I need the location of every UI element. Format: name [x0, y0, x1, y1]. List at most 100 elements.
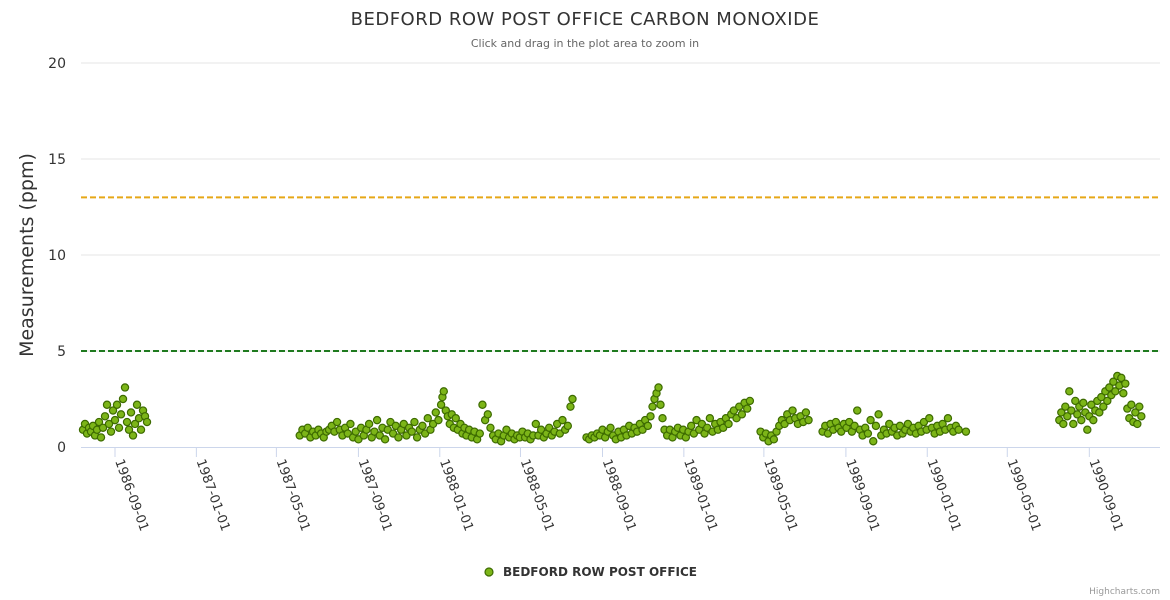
data-point[interactable] — [116, 410, 126, 419]
data-point[interactable] — [142, 417, 152, 427]
data-point[interactable] — [1131, 408, 1140, 417]
data-point[interactable] — [394, 433, 403, 442]
data-point[interactable] — [346, 419, 355, 429]
data-point[interactable] — [658, 414, 667, 423]
data-point[interactable] — [1057, 408, 1066, 417]
data-point[interactable] — [94, 417, 104, 427]
data-point[interactable] — [961, 427, 971, 436]
data-point[interactable] — [925, 414, 934, 423]
data-point[interactable] — [1111, 387, 1120, 396]
data-point[interactable] — [478, 400, 487, 409]
data-point[interactable] — [1073, 410, 1082, 419]
data-point[interactable] — [126, 408, 136, 417]
data-point[interactable] — [1065, 387, 1074, 396]
data-point[interactable] — [132, 400, 142, 409]
legend-label[interactable]: BEDFORD ROW POST OFFICE — [503, 565, 697, 579]
data-point[interactable] — [801, 408, 811, 417]
data-point[interactable] — [724, 419, 733, 429]
data-point[interactable] — [869, 437, 878, 446]
data-point[interactable] — [788, 406, 797, 415]
data-point[interactable] — [1119, 389, 1128, 398]
data-point[interactable] — [1059, 419, 1068, 429]
data-point[interactable] — [1067, 406, 1076, 415]
data-point[interactable] — [431, 408, 440, 417]
data-point[interactable] — [1135, 402, 1144, 411]
data-point[interactable] — [96, 433, 106, 442]
data-point[interactable] — [686, 421, 696, 431]
data-point[interactable] — [1099, 402, 1108, 411]
data-point[interactable] — [648, 402, 657, 411]
data-point[interactable] — [130, 419, 140, 429]
data-point[interactable] — [1079, 398, 1088, 408]
data-point[interactable] — [364, 419, 374, 429]
data-point[interactable] — [372, 415, 382, 425]
data-point[interactable] — [120, 383, 130, 392]
data-point[interactable] — [606, 423, 615, 432]
data-point[interactable] — [104, 419, 114, 429]
data-point[interactable] — [423, 414, 432, 423]
data-point[interactable] — [954, 425, 963, 434]
data-point[interactable] — [737, 410, 747, 419]
data-point[interactable] — [568, 394, 577, 404]
data-point[interactable] — [136, 425, 146, 434]
data-point[interactable] — [436, 400, 446, 409]
data-point[interactable] — [1061, 402, 1070, 411]
data-point[interactable] — [866, 415, 875, 425]
data-point[interactable] — [769, 435, 779, 444]
legend[interactable]: BEDFORD ROW POST OFFICE — [484, 565, 697, 579]
data-point[interactable] — [332, 417, 342, 427]
credits-link[interactable]: Highcharts.com — [1089, 587, 1160, 597]
series-points[interactable] — [78, 371, 1146, 446]
data-point[interactable] — [853, 406, 862, 415]
data-point[interactable] — [871, 421, 881, 431]
data-point[interactable] — [118, 394, 128, 404]
data-point[interactable] — [804, 415, 813, 425]
data-point[interactable] — [1071, 396, 1080, 406]
data-point[interactable] — [646, 412, 655, 421]
data-point[interactable] — [98, 423, 108, 432]
data-point[interactable] — [1087, 400, 1096, 409]
data-point[interactable] — [558, 415, 567, 425]
data-point[interactable] — [1109, 377, 1118, 386]
data-point[interactable] — [743, 404, 752, 413]
data-point[interactable] — [100, 412, 110, 421]
data-point[interactable] — [451, 414, 460, 423]
data-point[interactable] — [566, 402, 575, 411]
data-point[interactable] — [412, 433, 422, 442]
data-point[interactable] — [1133, 419, 1142, 429]
data-point[interactable] — [410, 417, 419, 427]
data-point[interactable] — [656, 400, 665, 409]
legend-marker[interactable] — [484, 567, 494, 577]
data-point[interactable] — [643, 421, 653, 431]
data-point[interactable] — [1097, 392, 1106, 402]
data-point[interactable] — [1063, 412, 1072, 421]
data-point[interactable] — [1103, 396, 1112, 406]
data-point[interactable] — [1117, 373, 1126, 383]
data-point[interactable] — [407, 427, 416, 436]
data-point[interactable] — [654, 383, 663, 392]
data-point[interactable] — [1137, 412, 1146, 421]
data-point[interactable] — [106, 427, 116, 436]
data-point[interactable] — [705, 414, 715, 423]
data-point[interactable] — [112, 400, 122, 409]
data-point[interactable] — [863, 429, 873, 438]
data-point[interactable] — [531, 419, 541, 429]
data-point[interactable] — [475, 429, 484, 438]
data-point[interactable] — [1083, 425, 1092, 434]
data-point[interactable] — [486, 423, 495, 432]
data-point[interactable] — [114, 423, 124, 432]
data-point[interactable] — [874, 410, 883, 419]
data-point[interactable] — [1069, 419, 1078, 429]
data-point[interactable] — [1105, 383, 1114, 392]
data-point[interactable] — [439, 387, 448, 396]
data-point[interactable] — [1077, 415, 1086, 425]
data-point[interactable] — [128, 431, 138, 440]
data-point[interactable] — [1121, 379, 1130, 388]
data-point[interactable] — [110, 415, 120, 425]
data-point[interactable] — [380, 435, 390, 444]
data-point[interactable] — [563, 421, 573, 431]
data-point[interactable] — [483, 410, 492, 419]
data-point[interactable] — [943, 414, 953, 423]
data-point[interactable] — [1089, 415, 1098, 425]
